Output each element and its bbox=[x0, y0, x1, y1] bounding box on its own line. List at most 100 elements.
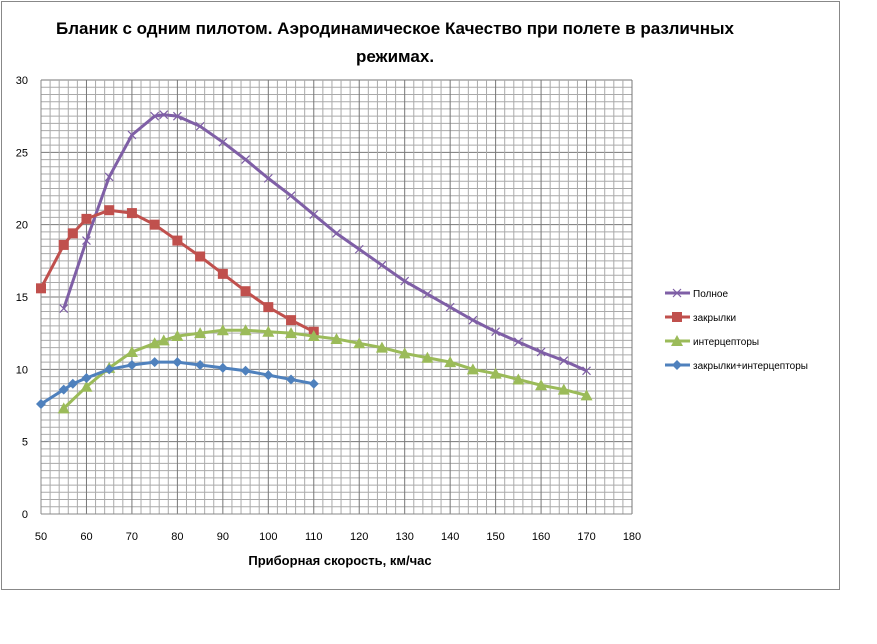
diamond-marker bbox=[217, 362, 228, 373]
legend-item: интерцепторы bbox=[665, 335, 759, 348]
square-marker bbox=[104, 205, 115, 216]
square-marker bbox=[81, 213, 92, 224]
x-marker bbox=[159, 110, 169, 120]
legend-label: закрылки+интерцепторы bbox=[693, 361, 808, 372]
series-3 bbox=[36, 357, 319, 410]
square-marker bbox=[672, 312, 682, 322]
legend-item: Полное bbox=[665, 288, 728, 300]
triangle-marker bbox=[194, 327, 207, 339]
triangle-marker bbox=[580, 389, 593, 401]
triangle-marker bbox=[285, 327, 298, 339]
triangle-marker bbox=[216, 324, 229, 336]
square-marker bbox=[263, 302, 274, 313]
y-tick-label: 0 bbox=[22, 509, 28, 521]
triangle-marker bbox=[157, 334, 170, 346]
x-tick-label: 60 bbox=[80, 531, 92, 543]
y-tick-label: 25 bbox=[16, 147, 28, 159]
x-marker bbox=[582, 366, 591, 376]
series-0 bbox=[59, 110, 591, 376]
x-tick-label: 80 bbox=[171, 531, 183, 543]
diamond-marker bbox=[149, 357, 160, 368]
x-marker bbox=[559, 356, 569, 366]
x-marker bbox=[445, 302, 455, 312]
legend-label: Полное bbox=[693, 289, 728, 300]
square-marker bbox=[217, 268, 228, 279]
x-axis-label: Приборная скорость, км/час bbox=[248, 553, 432, 568]
y-tick-label: 15 bbox=[16, 292, 28, 304]
x-marker bbox=[218, 137, 228, 147]
triangle-marker bbox=[239, 324, 252, 336]
x-tick-label: 120 bbox=[350, 531, 368, 543]
x-tick-label: 150 bbox=[486, 531, 504, 543]
triangle-marker bbox=[307, 330, 320, 342]
x-marker bbox=[82, 236, 91, 246]
triangle-marker bbox=[262, 325, 275, 337]
x-marker bbox=[127, 130, 137, 140]
x-marker bbox=[59, 304, 69, 313]
y-tick-label: 5 bbox=[22, 437, 28, 449]
x-tick-label: 110 bbox=[305, 531, 323, 543]
x-marker bbox=[491, 327, 501, 337]
x-tick-label: 170 bbox=[577, 531, 595, 543]
triangle-marker bbox=[398, 347, 411, 359]
y-tick-label: 10 bbox=[16, 364, 28, 376]
x-marker bbox=[468, 315, 478, 325]
x-marker bbox=[332, 228, 341, 238]
legend-item: закрылки+интерцепторы bbox=[665, 360, 808, 372]
x-tick-label: 140 bbox=[441, 531, 459, 543]
triangle-marker bbox=[535, 379, 548, 391]
series-2 bbox=[57, 324, 593, 414]
diamond-marker bbox=[172, 357, 183, 368]
x-marker bbox=[513, 337, 523, 347]
square-marker bbox=[126, 208, 137, 219]
x-tick-label: 90 bbox=[217, 531, 229, 543]
triangle-marker bbox=[421, 351, 434, 363]
x-marker bbox=[672, 288, 682, 298]
diamond-marker bbox=[308, 378, 319, 389]
x-tick-label: 130 bbox=[396, 531, 414, 543]
y-tick-label: 20 bbox=[16, 220, 28, 232]
triangle-marker bbox=[353, 337, 366, 349]
x-marker bbox=[422, 289, 432, 299]
square-marker bbox=[58, 239, 69, 250]
diamond-marker bbox=[36, 399, 46, 410]
triangle-marker bbox=[171, 330, 184, 342]
square-marker bbox=[172, 235, 183, 246]
square-marker bbox=[286, 315, 297, 326]
x-marker bbox=[309, 210, 319, 219]
x-tick-label: 160 bbox=[532, 531, 550, 543]
diamond-marker bbox=[104, 364, 115, 375]
diamond-marker bbox=[286, 374, 297, 385]
series-line bbox=[62, 113, 588, 373]
x-marker bbox=[172, 111, 182, 121]
x-tick-label: 100 bbox=[259, 531, 277, 543]
x-tick-label: 180 bbox=[623, 531, 641, 543]
x-tick-label: 50 bbox=[35, 531, 47, 543]
x-marker bbox=[286, 191, 296, 201]
x-marker bbox=[150, 111, 160, 121]
triangle-marker bbox=[125, 345, 138, 357]
diamond-marker bbox=[195, 359, 206, 370]
triangle-marker bbox=[512, 373, 525, 385]
square-marker bbox=[36, 283, 46, 294]
diamond-marker bbox=[67, 378, 78, 389]
x-marker bbox=[354, 244, 364, 254]
triangle-marker bbox=[444, 356, 457, 368]
legend-label: закрылки bbox=[693, 313, 736, 324]
diamond-marker bbox=[58, 384, 69, 395]
triangle-marker bbox=[148, 337, 161, 349]
diamond-marker bbox=[126, 359, 137, 370]
diamond-marker bbox=[672, 360, 682, 370]
triangle-marker bbox=[671, 335, 683, 346]
triangle-marker bbox=[330, 332, 343, 344]
x-marker bbox=[536, 347, 546, 357]
triangle-marker bbox=[557, 383, 570, 395]
triangle-marker bbox=[466, 363, 479, 375]
triangle-marker bbox=[57, 402, 70, 414]
y-tick-label: 30 bbox=[16, 75, 28, 87]
diamond-marker bbox=[240, 365, 251, 376]
square-marker bbox=[149, 219, 160, 230]
square-marker bbox=[67, 228, 78, 239]
x-marker bbox=[400, 276, 410, 286]
